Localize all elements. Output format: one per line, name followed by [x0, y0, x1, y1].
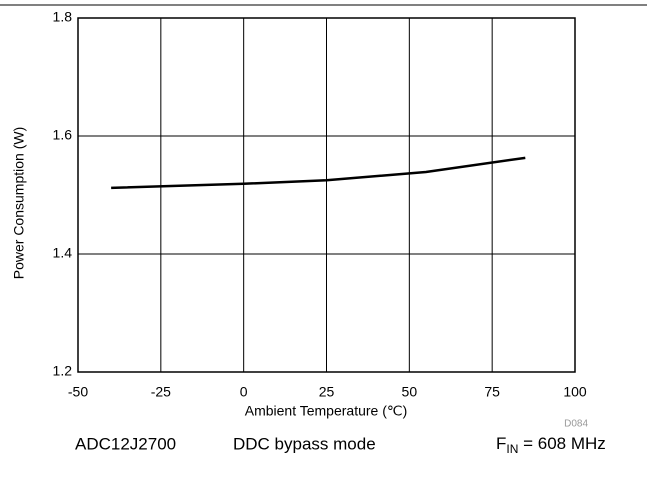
- y-tick-label: 1.4: [53, 245, 73, 261]
- x-tick-label: 0: [240, 384, 248, 400]
- x-tick-label: -50: [68, 384, 88, 400]
- y-tick-label: 1.8: [53, 9, 73, 25]
- y-tick-label: 1.2: [53, 363, 73, 379]
- y-axis-label: Power Consumption (W): [11, 127, 27, 280]
- x-tick-label: -25: [151, 384, 171, 400]
- x-tick-label: 50: [402, 384, 418, 400]
- y-tick-label: 1.6: [53, 127, 73, 143]
- footer-mode: DDC bypass mode: [233, 434, 376, 453]
- x-tick-label: 75: [484, 384, 500, 400]
- footer-freq: FIN = 608 MHz: [496, 434, 606, 456]
- x-axis-label: Ambient Temperature (℃): [245, 403, 408, 419]
- freq-value: = 608 MHz: [518, 434, 605, 453]
- freq-symbol: F: [496, 434, 506, 453]
- x-tick-label: 100: [563, 384, 587, 400]
- footer-device: ADC12J2700: [75, 434, 176, 453]
- plot-frame: [77, 17, 576, 373]
- data-line: [111, 156, 526, 190]
- x-tick-label: 25: [319, 384, 335, 400]
- freq-subscript: IN: [506, 442, 518, 456]
- figure-id: D084: [564, 419, 588, 430]
